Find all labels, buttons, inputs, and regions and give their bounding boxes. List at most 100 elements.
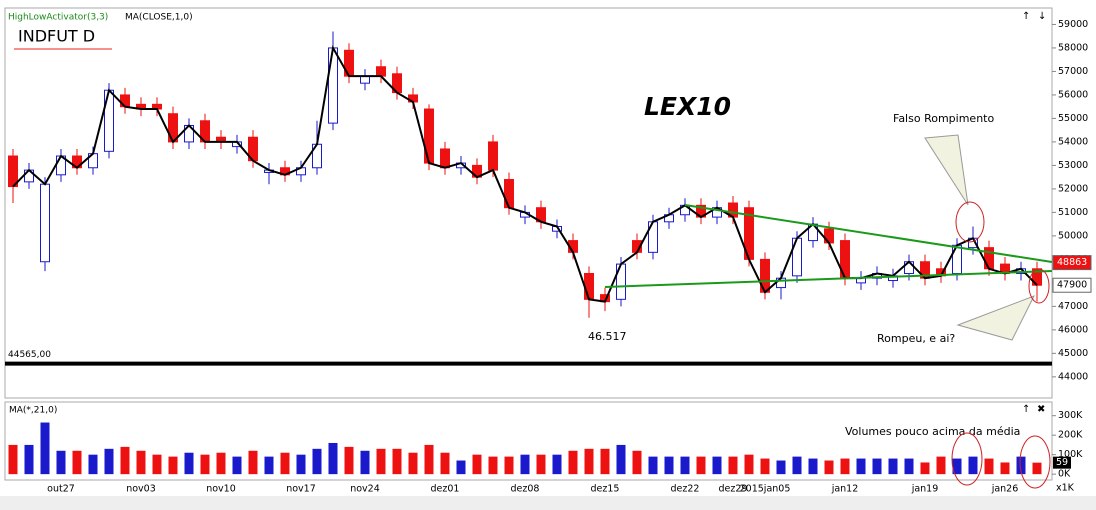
volume-bar (248, 450, 258, 475)
volume-bar (440, 452, 450, 475)
volume-bar (152, 454, 162, 475)
volume-bar (328, 442, 338, 475)
bottom-strip (0, 496, 1096, 510)
y-tick-label: 44000 (1058, 371, 1088, 382)
icon[interactable]: ↑ (1022, 11, 1030, 22)
volume-bar (568, 450, 578, 475)
volume-bar (1016, 456, 1026, 475)
volume-bar (264, 456, 274, 475)
candle-body (40, 183, 50, 263)
volume-bar (408, 452, 418, 475)
volume-bar (456, 460, 466, 475)
y-tick-label: 52000 (1058, 183, 1088, 194)
icon[interactable]: ✖ (1037, 404, 1045, 415)
volume-bar (1032, 462, 1042, 475)
callout (956, 295, 1036, 341)
volume-bar (168, 456, 178, 475)
x-tick-label: nov03 (126, 484, 156, 495)
x-tick-label: dez15 (591, 484, 620, 495)
volume-bar (312, 448, 322, 475)
candle-body (8, 155, 18, 188)
candle-body (328, 47, 338, 124)
candle-body (360, 75, 370, 84)
highlight (951, 432, 983, 486)
highlight (1028, 268, 1050, 304)
annotation: LEX10 (644, 92, 731, 121)
annotation: Rompeu, e ai? (877, 332, 955, 345)
volume-bar (24, 444, 34, 475)
x-tick-label: jan12 (831, 484, 859, 495)
volume-bar (792, 456, 802, 475)
volume-bar (552, 454, 562, 475)
x-tick-label: dez08 (511, 484, 540, 495)
annotation: 46.517 (588, 330, 627, 343)
candle-body (584, 272, 594, 300)
volume-bar (360, 450, 370, 475)
icon[interactable]: ↓ (1038, 11, 1046, 22)
volume-bar (984, 458, 994, 475)
volume-bar (104, 448, 114, 475)
volume-bar (776, 460, 786, 475)
volume-bar (600, 448, 610, 475)
v-tick-label: 200K (1058, 430, 1083, 441)
price-panel (4, 7, 1053, 399)
x-tick-label: dez29 (719, 484, 748, 495)
volume-bar (856, 458, 866, 475)
volume-bar (840, 458, 850, 475)
volume-bar (216, 452, 226, 475)
x-tick-label: nov24 (350, 484, 380, 495)
x-tick-label: 2015jan05 (740, 484, 791, 495)
annotation: Falso Rompimento (893, 112, 994, 125)
callout (924, 134, 969, 206)
volume-bar (280, 452, 290, 475)
volume-bar (488, 456, 498, 475)
x-tick-label: nov17 (286, 484, 316, 495)
close-line (12, 44, 1038, 303)
volume-bar (344, 446, 354, 475)
x-tick-label: dez01 (431, 484, 460, 495)
indicator-label: MA(CLOSE,1,0) (125, 13, 193, 23)
volume-bar (760, 458, 770, 475)
volume-bar (920, 462, 930, 475)
candle-body (120, 94, 130, 108)
y-tick-label: 55000 (1058, 113, 1088, 124)
volume-unit: x1K (1056, 483, 1075, 494)
indicator-label: HighLowActivator(3,3) (8, 13, 108, 23)
volume-bar (424, 444, 434, 475)
volume-panel (4, 401, 1053, 481)
y-tick-label: 51000 (1058, 207, 1088, 218)
x-tick-label: jan19 (911, 484, 939, 495)
v-tick-label: 300K (1058, 410, 1083, 421)
chart-title: INDFUT D (18, 27, 95, 46)
volume-bar (200, 454, 210, 475)
volume-bar (8, 444, 18, 475)
candle-body (504, 179, 514, 209)
volume-bar (1000, 462, 1010, 475)
annotation: Volumes pouco acima da média (845, 425, 1020, 438)
x-tick-label: dez22 (671, 484, 700, 495)
volume-bar (392, 448, 402, 475)
volume-bar (904, 458, 914, 475)
price-marker-label: 48863 (1057, 257, 1087, 268)
price-marker (1052, 255, 1092, 271)
x-tick-label: nov10 (206, 484, 236, 495)
volume-bar (232, 456, 242, 475)
y-tick-label: 47000 (1058, 301, 1088, 312)
x-tick-label: out27 (47, 484, 75, 495)
y-tick-label: 54000 (1058, 136, 1088, 147)
volume-bar (520, 454, 530, 475)
volume-bar (296, 454, 306, 475)
icon[interactable]: ↑ (1022, 404, 1030, 415)
volume-bar (136, 450, 146, 475)
highlight (955, 201, 985, 243)
volume-bar (696, 456, 706, 475)
level-label: 44565,00 (8, 350, 51, 360)
highlight (1019, 435, 1051, 489)
v-tick-label: 100K (1058, 449, 1083, 460)
volume-bar (664, 456, 674, 475)
y-tick-label: 50000 (1058, 230, 1088, 241)
y-tick-label: 57000 (1058, 66, 1088, 77)
y-tick-label: 58000 (1058, 42, 1088, 53)
price-marker (1052, 277, 1092, 293)
